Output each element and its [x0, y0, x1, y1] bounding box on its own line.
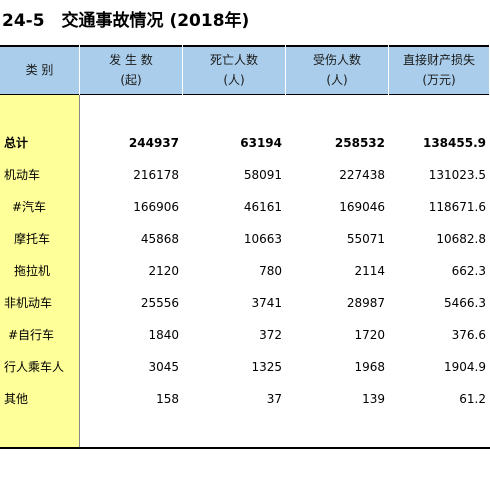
cell-value: 118671.6 — [428, 200, 486, 214]
title: 24-5 交通事故情况 (2018年) — [2, 11, 250, 31]
cell-value: 2114 — [354, 264, 385, 278]
cell-value: 131023.5 — [428, 168, 486, 182]
row-label: 其他 — [4, 392, 29, 406]
cell-value: 166906 — [133, 200, 179, 214]
row-label: 机动车 — [4, 168, 41, 182]
cell-value: 46161 — [243, 200, 282, 214]
cell-value: 3741 — [251, 296, 282, 310]
cell-value: 1325 — [251, 360, 282, 374]
header-text: 死亡人数 — [209, 53, 258, 67]
cell-value: 28987 — [346, 296, 385, 310]
cell-value: 372 — [259, 328, 282, 342]
cell-value: 1720 — [354, 328, 385, 342]
cell-value: 1904.9 — [444, 360, 486, 374]
row-label: 摩托车 — [14, 232, 51, 246]
cell-value: 2120 — [148, 264, 179, 278]
category-column — [0, 95, 80, 448]
cell-value: 10682.8 — [436, 232, 486, 246]
cell-value: 139 — [362, 392, 385, 406]
cell-value: 25556 — [140, 296, 179, 310]
cell-value: 37 — [266, 392, 282, 406]
cell-value: 1968 — [354, 360, 385, 374]
row-label: #自行车 — [8, 328, 55, 342]
header-text: (人) — [223, 73, 245, 87]
row-label: 拖拉机 — [14, 264, 51, 278]
bottom-rule — [0, 447, 490, 449]
header-text: 受伤人数 — [312, 53, 361, 67]
cell-value: 45868 — [140, 232, 179, 246]
cell-value: 216178 — [133, 168, 179, 182]
cell-value: 258532 — [334, 136, 385, 150]
cell-value: 10663 — [243, 232, 282, 246]
row-label: 行人乘车人 — [4, 360, 65, 374]
cell-value: 158 — [156, 392, 179, 406]
header-cell: 死亡人数 (人) — [183, 45, 286, 95]
cell-value: 169046 — [339, 200, 385, 214]
header-text: (人) — [326, 73, 348, 87]
cell-value: 3045 — [148, 360, 179, 374]
header-cell: 受伤人数 (人) — [286, 45, 389, 95]
header-background — [0, 45, 490, 95]
cell-value: 376.6 — [451, 328, 486, 342]
header-text: (起) — [120, 73, 142, 87]
cell-value: 58091 — [243, 168, 282, 182]
cell-value: 244937 — [128, 136, 179, 150]
header-text: 类 别 — [25, 63, 54, 77]
header-cell: 类 别 — [0, 45, 80, 95]
header-cell: 直接财产损失 (万元) — [389, 45, 490, 95]
cell-value: 61.2 — [459, 392, 486, 406]
cell-value: 662.3 — [451, 264, 486, 278]
cell-value: 1840 — [148, 328, 179, 342]
cell-value: 227438 — [339, 168, 385, 182]
header-text: 发 生 数 — [109, 53, 153, 67]
header-text: 直接财产损失 — [402, 53, 475, 67]
row-label: #汽车 — [12, 200, 47, 214]
cell-value: 5466.3 — [444, 296, 486, 310]
header-cell: 发 生 数 (起) — [80, 45, 183, 95]
row-label: 非机动车 — [4, 296, 53, 310]
row-label: 总计 — [4, 136, 29, 150]
cell-value: 780 — [259, 264, 282, 278]
cell-value: 138455.9 — [422, 136, 486, 150]
cell-value: 63194 — [240, 136, 282, 150]
header-text: (万元) — [422, 73, 456, 87]
cell-value: 55071 — [346, 232, 385, 246]
